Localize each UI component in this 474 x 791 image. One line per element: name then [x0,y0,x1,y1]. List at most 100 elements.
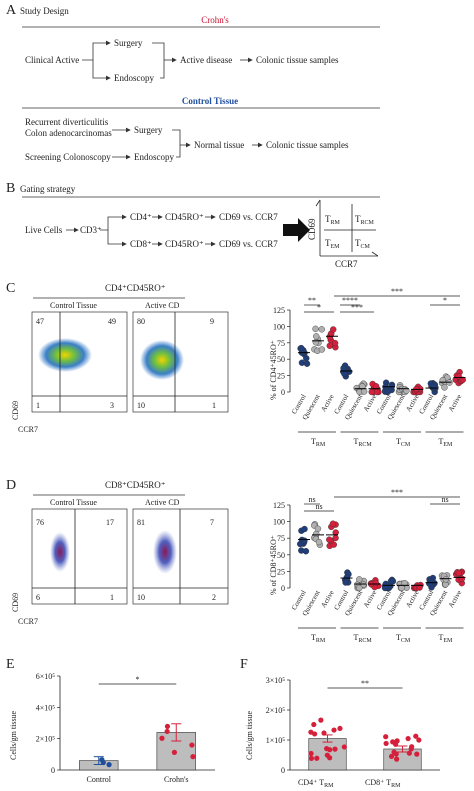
flow-d-right-q2: 7 [210,518,214,527]
data-point [413,733,419,739]
data-point [331,727,337,733]
flow-d-left-density [50,532,70,572]
bar-e: 0 2×10⁵ 4×10⁵ 6×10⁵ Control Crohn's * [36,672,215,784]
subset-label: TEM [439,437,454,448]
data-point [106,762,112,768]
crohns-merge [152,42,165,79]
flow-c-right-title: Active CD [145,301,180,310]
y-tick-label: 6×10⁵ [36,672,56,681]
quad-trcm: TRCM [355,214,375,226]
quad-ccr7: CCR7 [335,259,358,269]
data-point [405,735,411,742]
panel-a-letter: A [6,3,17,18]
subset-label: TCM [396,437,411,448]
bar-f-ylabel: Cells/gm tissue [245,710,254,760]
panel-c-letter: C [6,281,15,296]
y-tick-label: 0 [51,766,55,775]
control-merge [172,129,181,158]
subset-label: TRCM [354,437,373,448]
sig-label: ns [441,495,448,504]
subset-label: TCM [396,633,411,644]
data-point [301,537,308,544]
panel-a-title: Study Design [20,6,69,16]
data-point [387,577,395,585]
panel-b-title: Gating strategy [20,184,76,194]
data-point [459,376,466,384]
data-point [301,525,308,533]
flow-c-right-q3: 10 [137,401,145,410]
crohns-end: Colonic tissue samples [256,55,339,65]
data-point [430,383,438,390]
control-endoscopy: Endoscopy [134,152,174,162]
flow-d-left-q3: 6 [36,593,40,602]
scatter-d: 0255075100125ControlQuiescentActiveTRMCo… [273,488,466,644]
control-header: Control Tissue [182,96,238,106]
panel-c-flow-title: CD4⁺CD45RO⁺ [105,283,166,293]
flow-c-ccr7: CCR7 [18,425,38,434]
sig-label: ns [308,495,315,504]
data-point [302,547,310,555]
flow-d-right-title: Active CD [145,498,180,507]
data-point [416,584,423,591]
panel-c: C CD4⁺CD45RO⁺ Control Tissue Active CD 4… [6,281,466,448]
data-point [330,326,337,333]
data-point [303,360,311,367]
flow-d-left-frame [31,508,128,605]
crohns-endoscopy: Endoscopy [114,73,154,83]
quad-tem: TEM [325,238,340,250]
data-point [383,734,389,740]
data-point [409,744,415,750]
flow-d-ccr7: CCR7 [18,617,38,626]
data-point [327,755,333,761]
sig-label: * [136,675,140,684]
gating-ccr-1: CD69 vs. CCR7 [219,212,278,222]
y-tick-label: 125 [273,306,285,315]
crohns-header: Crohn's [201,15,229,25]
data-point [331,339,339,347]
data-point [298,344,305,352]
flow-d-left-q2: 17 [106,518,114,527]
y-tick-label: 2×10⁵ [36,735,56,744]
group-label: Active [447,589,463,609]
data-point [312,325,319,333]
data-point [303,355,310,362]
panel-b: B Gating strategy Live Cells CD3⁺ CD4⁺ C… [6,181,380,269]
crohns-arrow-surgery [82,40,111,61]
panel-d-letter: D [6,478,16,493]
y-tick-label: 1×10⁵ [266,736,286,745]
flow-c-left-q4: 3 [110,401,114,410]
data-point [189,742,195,748]
data-point [308,755,315,761]
y-tick-label: 4×10⁵ [36,703,56,712]
flow-d-right-frame [132,508,229,605]
control-surgery: Surgery [134,125,163,135]
y-tick-label: 0 [281,584,285,593]
category-label: Crohn's [164,775,189,784]
data-point [356,576,363,583]
data-point [384,388,392,396]
data-point [383,740,389,747]
data-point [390,739,396,745]
subset-label: TRM [311,633,326,644]
data-point [337,725,343,732]
gating-arrow-cd8 [107,230,127,247]
data-point [393,751,399,757]
gating-arrow-cd4 [100,214,127,231]
sig-label: **** [342,296,358,305]
data-point [100,759,106,766]
data-point [441,384,448,391]
data-point [308,750,314,757]
flow-d-left-title: Control Tissue [50,498,97,507]
crohns-surgery: Surgery [114,38,143,48]
data-point [312,339,320,346]
quad-trm: TRM [325,214,341,226]
flow-d-right-q3: 10 [137,593,145,602]
scatter-d-ylabel: % of CD8⁺45RO⁺ [269,535,278,595]
bar-f-cat1: CD4⁺ TRM [298,778,334,789]
y-tick-label: 100 [273,518,285,527]
data-point [313,333,320,340]
data-point [401,579,408,587]
sig-label: ns [315,502,322,511]
flow-c-left-q1: 47 [36,317,44,326]
y-tick-label: 2×10⁵ [266,706,286,715]
